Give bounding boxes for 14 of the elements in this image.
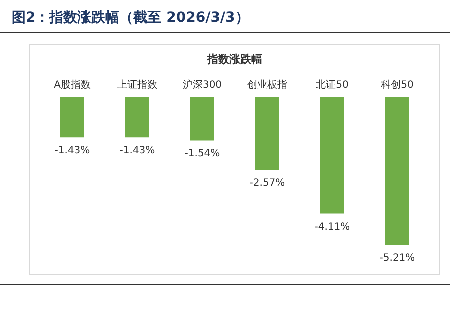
x-tick-label: 上证指数 (118, 79, 158, 91)
data-label: -5.21% (380, 253, 416, 264)
chart-title: 图2：指数涨跌幅（截至 2026/3/3） (12, 10, 250, 26)
x-tick-label: 北证50 (316, 79, 349, 91)
x-tick-label: 创业板指 (248, 79, 288, 91)
x-tick-label: 沪深300 (182, 79, 222, 91)
x-tick-label: 科创50 (381, 79, 414, 91)
data-label: -2.57% (250, 178, 286, 190)
data-label: -1.43% (54, 146, 90, 157)
chart-subtitle: 指数涨跌幅 (206, 53, 262, 66)
x-tick-label: A股指数 (54, 79, 91, 91)
data-label: -1.43% (120, 146, 156, 157)
data-label: -1.54% (184, 148, 220, 160)
data-label: -4.11% (314, 222, 350, 233)
